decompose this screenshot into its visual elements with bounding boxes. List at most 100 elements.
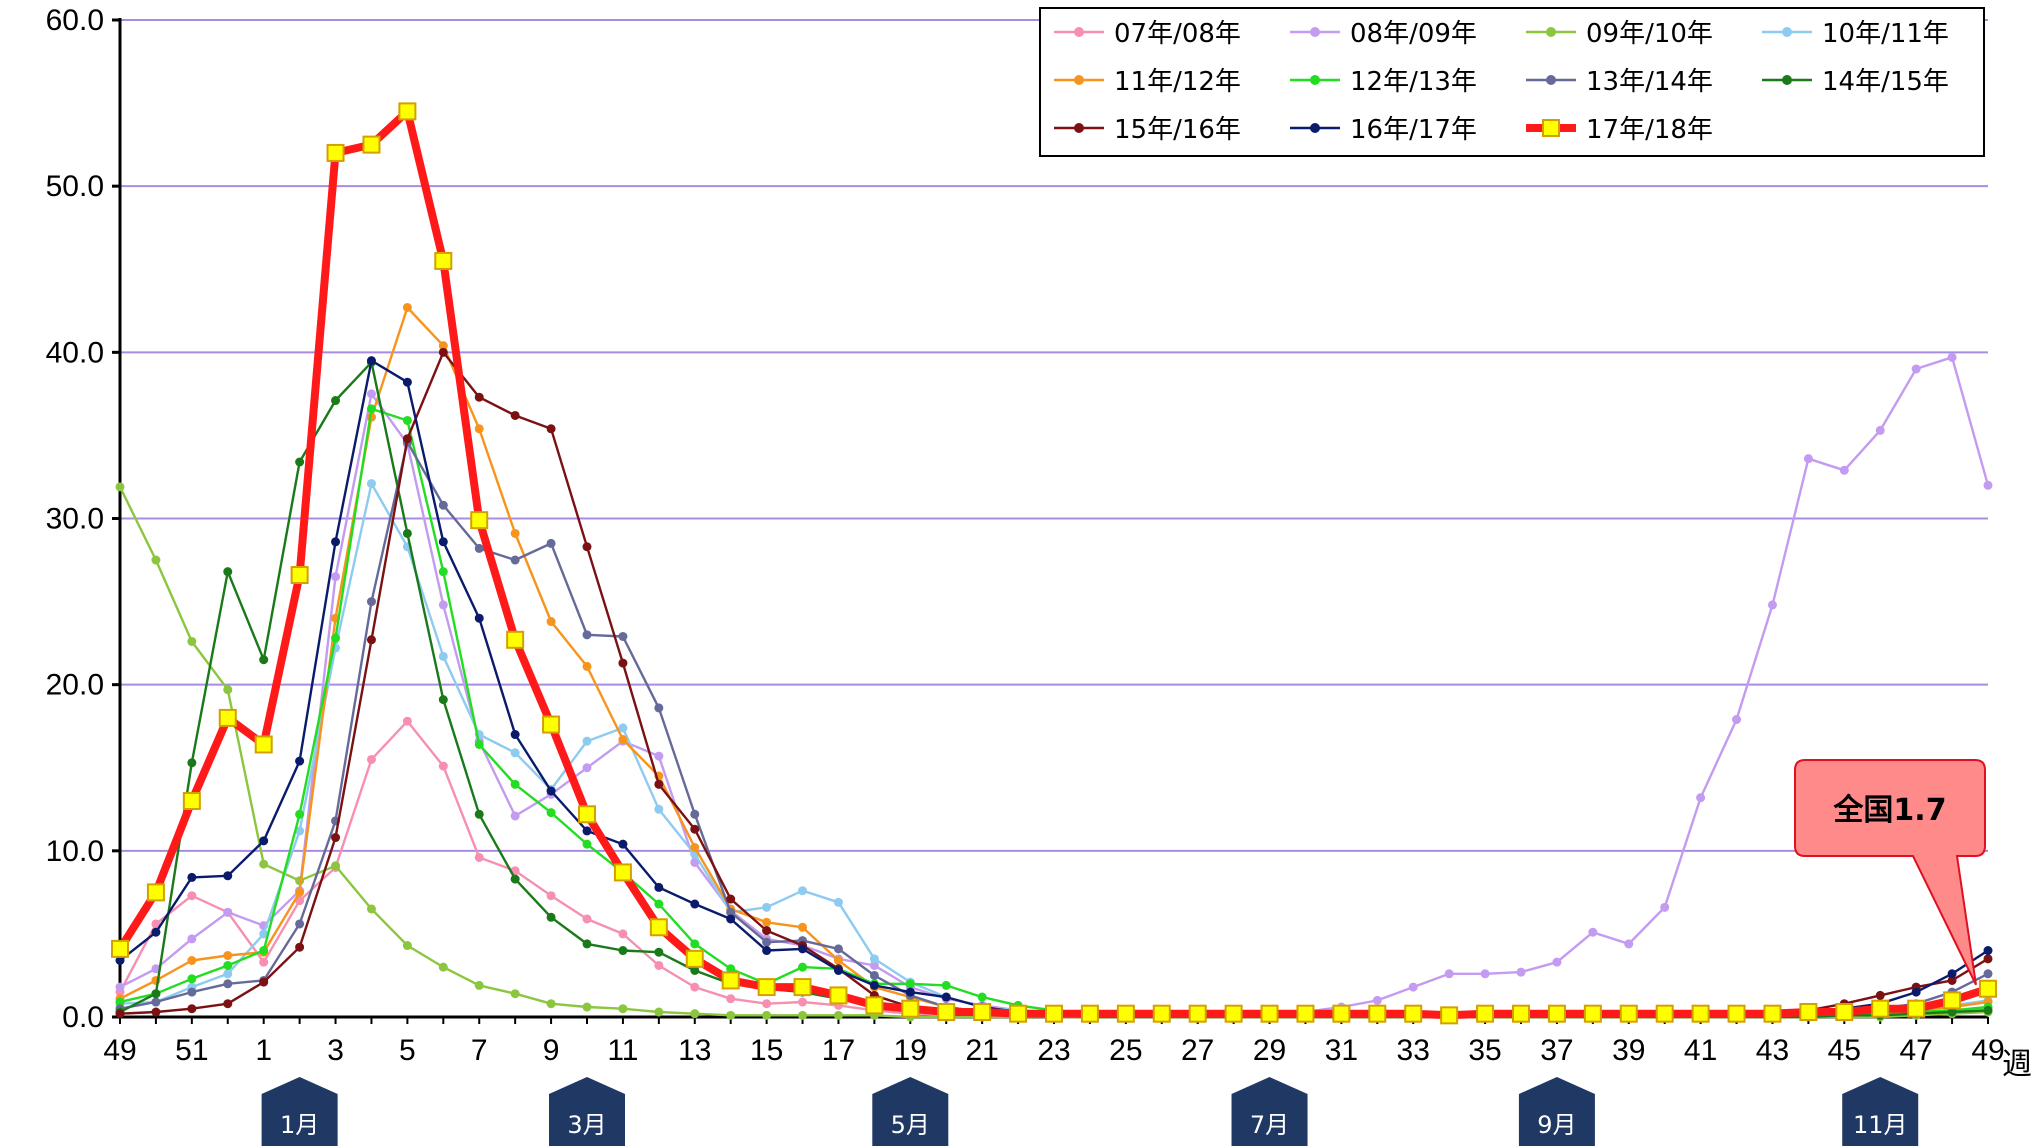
data-point	[259, 977, 269, 987]
x-tick-label: 35	[1468, 1034, 1501, 1067]
data-point	[259, 946, 269, 956]
data-point	[402, 434, 412, 444]
data-point	[1476, 1004, 1495, 1023]
data-point	[366, 904, 376, 914]
month-marker	[549, 1077, 625, 1146]
data-point	[1983, 954, 1993, 964]
series	[115, 302, 1993, 1022]
data-point	[685, 949, 704, 968]
data-point	[187, 1004, 197, 1014]
data-point	[187, 987, 197, 997]
month-label: 3月	[567, 1111, 606, 1139]
data-point	[762, 999, 772, 1009]
series	[115, 479, 1993, 1020]
legend-label: 12年/13年	[1350, 67, 1477, 97]
data-point	[901, 999, 920, 1018]
x-tick-label: 23	[1037, 1034, 1070, 1067]
data-point	[690, 1009, 700, 1019]
data-point	[438, 347, 448, 357]
legend-marker	[1310, 123, 1320, 133]
legend-marker	[1074, 27, 1084, 37]
x-tick-label: 39	[1612, 1034, 1645, 1067]
data-point	[546, 786, 556, 796]
y-tick-label: 50.0	[46, 170, 104, 203]
data-point	[398, 102, 417, 121]
data-point	[1911, 364, 1921, 374]
data-point	[1907, 999, 1926, 1018]
x-tick-label: 19	[894, 1034, 927, 1067]
data-point	[1624, 939, 1634, 949]
data-point	[1875, 425, 1885, 435]
legend-marker	[1546, 75, 1556, 85]
data-point	[115, 997, 125, 1007]
data-point	[1552, 957, 1562, 967]
data-point	[115, 982, 125, 992]
data-point	[1080, 1004, 1099, 1023]
data-point	[941, 980, 951, 990]
month-markers: 1月 3月 5月 7月 9月 11月	[261, 1077, 1919, 1146]
legend-item: 07年/08年	[1054, 19, 1241, 49]
data-point	[937, 1003, 956, 1022]
data-point	[1947, 975, 1957, 985]
data-point	[366, 404, 376, 414]
x-tick-label: 27	[1181, 1034, 1214, 1067]
data-point	[1009, 1004, 1028, 1023]
data-point	[833, 897, 843, 907]
data-point	[366, 635, 376, 645]
series-line	[118, 720, 1989, 1019]
data-point	[223, 999, 233, 1009]
series	[115, 357, 1993, 1022]
data-point	[654, 779, 664, 789]
data-point	[151, 1007, 161, 1017]
legend-label: 17年/18年	[1586, 115, 1713, 145]
data-point	[798, 922, 808, 932]
data-point	[1224, 1004, 1243, 1023]
series	[115, 352, 1993, 1020]
x-tick-label: 41	[1684, 1034, 1717, 1067]
data-point	[259, 836, 269, 846]
data-point	[187, 636, 197, 646]
data-point	[331, 396, 341, 406]
x-axis-label: 週	[2002, 1048, 2032, 1081]
data-point	[331, 633, 341, 643]
data-point	[726, 894, 736, 904]
data-point	[218, 708, 237, 727]
data-point	[869, 954, 879, 964]
data-point	[1696, 793, 1706, 803]
data-point	[331, 572, 341, 582]
x-tick-label: 49	[103, 1034, 136, 1067]
data-point	[1983, 969, 1993, 979]
data-point	[726, 907, 736, 917]
data-point	[438, 962, 448, 972]
legend-marker	[1782, 75, 1792, 85]
data-point	[582, 1002, 592, 1012]
data-point	[1732, 715, 1742, 725]
data-point	[798, 997, 808, 1007]
callout-text: 全国1.7	[1832, 793, 1946, 828]
month-label: 5月	[891, 1111, 930, 1139]
data-point	[187, 891, 197, 901]
legend-marker	[1542, 119, 1560, 137]
data-point	[438, 341, 448, 351]
data-point	[1983, 1005, 1993, 1015]
data-point	[402, 716, 412, 726]
data-point	[187, 956, 197, 966]
data-point	[654, 1007, 664, 1017]
data-point	[326, 143, 345, 162]
data-point	[833, 965, 843, 975]
data-point	[254, 735, 273, 754]
y-tick-label: 30.0	[46, 503, 104, 536]
data-point	[618, 631, 628, 641]
data-point	[546, 999, 556, 1009]
data-point	[1547, 1004, 1566, 1023]
data-point	[869, 960, 879, 970]
legend-marker	[1074, 123, 1084, 133]
data-point	[546, 912, 556, 922]
data-point	[654, 751, 664, 761]
data-point	[546, 424, 556, 434]
data-point	[1727, 1004, 1746, 1023]
data-point	[582, 826, 592, 836]
y-tick-label: 60.0	[46, 4, 104, 37]
legend-box	[1039, 7, 1985, 157]
